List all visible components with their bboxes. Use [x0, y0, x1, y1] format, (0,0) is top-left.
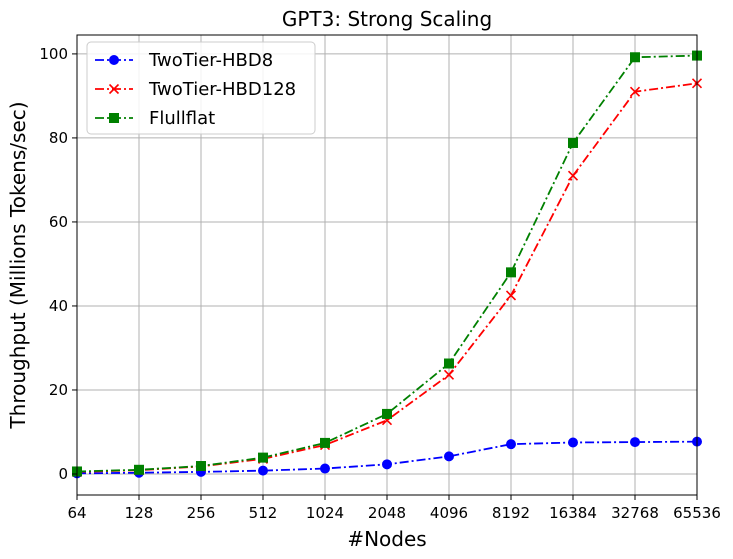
data-point [506, 439, 516, 450]
data-point [629, 86, 641, 97]
data-point [505, 290, 517, 301]
data-point [134, 464, 144, 475]
data-point [506, 267, 516, 278]
x-tick-label: 256 [187, 504, 216, 522]
x-tick-label: 64 [67, 504, 86, 522]
legend-item: TwoTier-HBD8 [95, 50, 273, 71]
y-tick-label: 80 [49, 129, 68, 147]
legend-box [86, 41, 316, 135]
data-point [258, 452, 268, 463]
x-tick-label: 4096 [430, 504, 468, 522]
chart-title: GPT3: Strong Scaling [282, 7, 492, 31]
data-point [258, 465, 268, 476]
data-point [320, 437, 330, 448]
legend-marker [109, 113, 119, 123]
data-point [568, 137, 578, 148]
data-point [382, 459, 392, 470]
legend-item: Flullflat [95, 108, 215, 129]
data-point [382, 408, 392, 419]
y-axis-label: Throughput (Millions Tokens/sec) [6, 101, 30, 429]
data-point [196, 461, 206, 472]
data-point [630, 437, 640, 448]
x-axis-label: #Nodes [347, 527, 426, 551]
x-tick-label: 512 [249, 504, 278, 522]
x-tick-label: 1024 [306, 504, 344, 522]
x-tick-label: 32768 [611, 504, 659, 522]
x-tick-label: 128 [125, 504, 154, 522]
legend-marker [109, 55, 119, 65]
x-axis-ticks: 64 128 256 512 1024 2048 4096 8192 16384 32768 655… [67, 495, 721, 522]
data-point [444, 358, 454, 369]
data-point [630, 52, 640, 63]
data-point [567, 170, 579, 181]
y-tick-label: 0 [58, 465, 68, 483]
data-point [320, 463, 330, 474]
y-tick-label: 20 [49, 381, 68, 399]
series-flullflat [72, 50, 702, 477]
x-tick-label: 8192 [492, 504, 530, 522]
x-tick-label: 65536 [673, 504, 721, 522]
y-tick-label: 100 [39, 45, 68, 63]
legend-label: TwoTier-HBD8 [148, 50, 273, 71]
legend-marker [108, 83, 120, 95]
data-point [568, 437, 578, 448]
x-tick-label: 2048 [368, 504, 406, 522]
y-tick-label: 60 [49, 213, 68, 231]
legend-label: TwoTier-HBD128 [148, 79, 296, 100]
legend-label: Flullflat [149, 108, 215, 129]
x-tick-label: 16384 [549, 504, 597, 522]
y-tick-label: 40 [49, 297, 68, 315]
data-point [443, 369, 455, 380]
legend: TwoTier-HBD8 TwoTier-HBD128 Flullflat [86, 41, 316, 135]
data-point [444, 451, 454, 462]
legend-item: TwoTier-HBD128 [95, 79, 296, 100]
series-layer [71, 50, 703, 479]
y-axis-ticks: 0 20 40 60 80 100 [39, 45, 77, 483]
